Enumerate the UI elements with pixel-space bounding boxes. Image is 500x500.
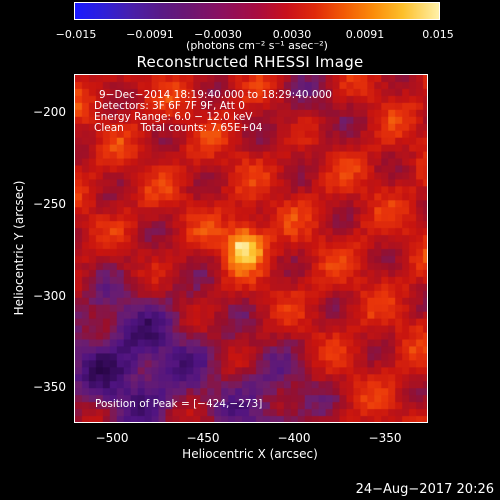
info-detectors: Detectors: 3F 6F 7F 9F, Att 0	[94, 100, 245, 112]
y-tick: −350	[33, 380, 66, 394]
x-axis-label: Heliocentric X (arcsec)	[182, 447, 318, 461]
y-axis-label: Heliocentric Y (arcsec)	[12, 180, 26, 316]
x-tick: −350	[368, 431, 402, 445]
peak-position: Position of Peak = [−424,−273]	[95, 398, 263, 410]
colorbar-tick: 0.015	[422, 28, 454, 41]
colorbar-units: (photons cm⁻² s⁻¹ asec⁻²)	[186, 39, 328, 52]
x-tick: −500	[95, 431, 129, 445]
image-plot: 9−Dec−2014 18:19:40.000 to 18:29:40.000 …	[74, 74, 428, 423]
y-tick: −300	[33, 289, 66, 303]
colorbar-tick: 0.0030	[272, 28, 312, 41]
colorbar-tick: −0.0091	[126, 28, 174, 41]
y-tick: −250	[33, 197, 66, 211]
info-time-range: 9−Dec−2014 18:19:40.000 to 18:29:40.000	[99, 89, 332, 101]
plot-title: Reconstructed RHESSI Image	[136, 53, 364, 71]
colorbar-tick: −0.015	[55, 28, 97, 41]
colorbar	[74, 2, 440, 20]
y-tick: −200	[33, 105, 66, 119]
generation-date: 24−Aug−2017 20:26	[355, 482, 494, 497]
x-tick: −400	[277, 431, 311, 445]
info-energy-range: Energy Range: 6.0 − 12.0 keV	[94, 111, 253, 123]
colorbar-tick: −0.0030	[194, 28, 242, 41]
x-tick: −450	[186, 431, 220, 445]
info-counts: Clean Total counts: 7.65E+04	[94, 122, 263, 134]
colorbar-tick: 0.0091	[345, 28, 385, 41]
rhessi-image	[75, 75, 427, 422]
